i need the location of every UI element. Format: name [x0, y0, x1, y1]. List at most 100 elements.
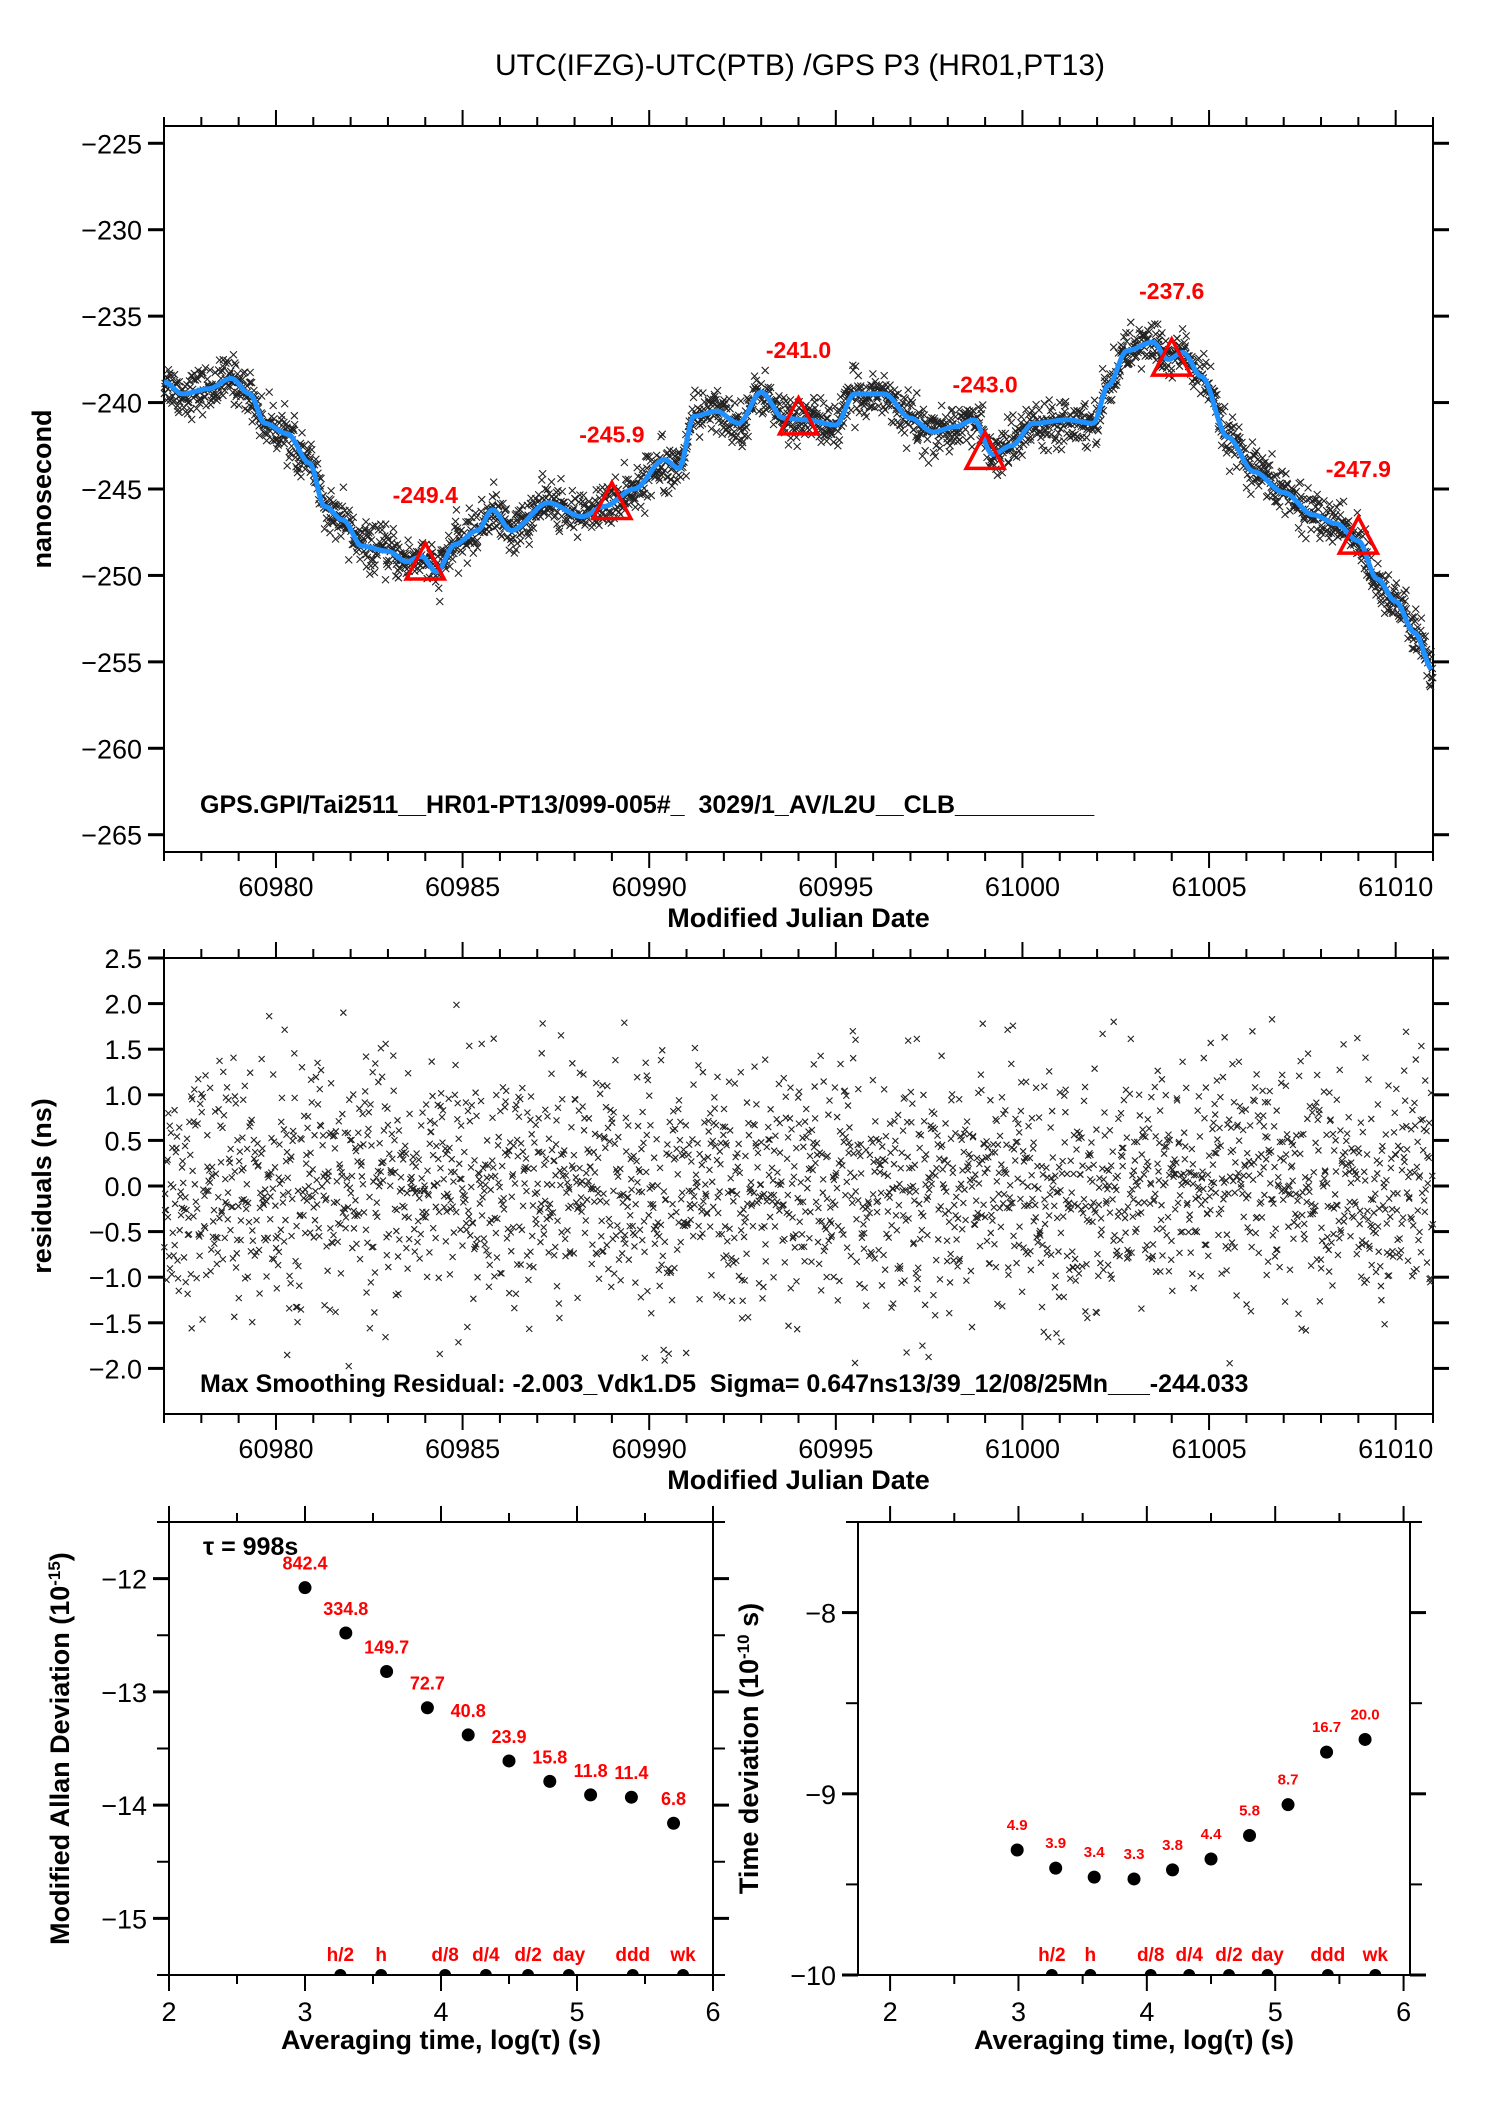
data-point: [632, 1200, 640, 1208]
data-point: [740, 1206, 747, 1213]
data-point: [713, 386, 722, 395]
data-point: [580, 1126, 588, 1134]
data-point: [525, 1325, 533, 1333]
data-point: [492, 490, 501, 499]
data-point: [415, 1156, 423, 1164]
marker-label: -241.0: [766, 337, 831, 363]
data-point: [1059, 1157, 1067, 1165]
data-point: [455, 1135, 463, 1143]
data-point: [881, 1157, 889, 1165]
data-point: [1225, 467, 1234, 476]
data-point: [1383, 1220, 1391, 1227]
data-point: [682, 471, 691, 480]
data-point: [516, 1095, 524, 1103]
data-point: [938, 1141, 946, 1149]
data-point: [581, 521, 589, 529]
data-point: [568, 486, 577, 495]
data-point: [657, 471, 666, 480]
data-point: [526, 524, 535, 533]
data-point: [392, 1227, 400, 1235]
data-point: [331, 1145, 339, 1152]
data-point: [179, 1157, 187, 1165]
data-point: [481, 1241, 489, 1248]
data-point: [1047, 1124, 1055, 1131]
data-point: [653, 1135, 661, 1143]
data-point: [1050, 1202, 1058, 1210]
data-point: [741, 1218, 748, 1226]
data-point: [338, 502, 347, 511]
data-point: [394, 1116, 401, 1124]
x-tick-label: 60980: [238, 872, 313, 902]
data-point: [1032, 1084, 1040, 1092]
data-point: [644, 1287, 651, 1295]
data-point: [963, 1277, 970, 1284]
data-point: [285, 447, 294, 456]
y-tick-label: 2.0: [104, 990, 142, 1020]
data-point: [730, 399, 739, 407]
data-point: [465, 504, 474, 513]
data-point: [658, 1261, 666, 1269]
data-point: [536, 1208, 543, 1215]
data-point: [811, 1083, 819, 1090]
data-point: [925, 1186, 933, 1194]
data-point: [480, 1235, 488, 1242]
data-point: [675, 1097, 683, 1104]
data-point: [788, 1125, 795, 1133]
data-point: [1332, 1168, 1340, 1175]
data-point: [557, 1151, 565, 1159]
data-point: [975, 1180, 983, 1187]
data-point: [434, 584, 443, 593]
data-point: [540, 1230, 548, 1238]
data-point: [1355, 1149, 1363, 1157]
data-point: [1367, 1115, 1375, 1123]
data-point: [1341, 1149, 1349, 1156]
data-point: [364, 1131, 371, 1139]
data-point: [997, 1223, 1005, 1231]
data-point: [1217, 1205, 1225, 1213]
data-point: [193, 375, 202, 383]
data-point: [507, 538, 516, 547]
data-point: [192, 1198, 200, 1206]
data-point: [950, 1201, 958, 1209]
data-point: [1340, 1218, 1348, 1225]
data-point: [368, 522, 377, 531]
data-point: [464, 1107, 472, 1115]
data-point: [1089, 1178, 1096, 1186]
data-point: [1376, 1159, 1384, 1167]
data-point: [492, 1091, 500, 1099]
data-point: [837, 1060, 844, 1068]
data-point: [304, 1113, 312, 1120]
data-point: [852, 1036, 859, 1044]
data-point: [884, 1208, 892, 1215]
data-point: [1372, 1229, 1380, 1237]
data-point: [278, 411, 286, 420]
data-point: [720, 1131, 727, 1139]
data-point: [833, 441, 842, 450]
data-point: [1320, 1174, 1328, 1182]
data-point: [382, 1040, 390, 1048]
data-point: [1305, 1188, 1313, 1196]
data-point: [1337, 1127, 1344, 1134]
data-point: [729, 1197, 737, 1205]
data-point: [514, 506, 523, 515]
data-point: [1181, 1155, 1189, 1163]
data-point: [274, 1232, 282, 1240]
data-point: [1341, 1212, 1348, 1220]
data-point: [849, 1054, 857, 1062]
data-point: [555, 1300, 563, 1307]
data-point: [316, 1085, 324, 1093]
data-point: [1331, 1191, 1339, 1198]
data-point: [660, 1188, 668, 1195]
data-point: [467, 1183, 475, 1191]
data-point: [725, 1078, 733, 1086]
data-point: [502, 1087, 510, 1095]
data-point: [1353, 1250, 1361, 1258]
data-point: [1100, 1176, 1108, 1183]
data-point: [1149, 1241, 1157, 1248]
data-point: [510, 1304, 518, 1312]
data-point: [611, 1140, 619, 1148]
data-point: [545, 1249, 553, 1256]
data-point: [362, 1226, 370, 1234]
data-point: [1049, 1154, 1057, 1161]
data-point: [1041, 1196, 1048, 1203]
